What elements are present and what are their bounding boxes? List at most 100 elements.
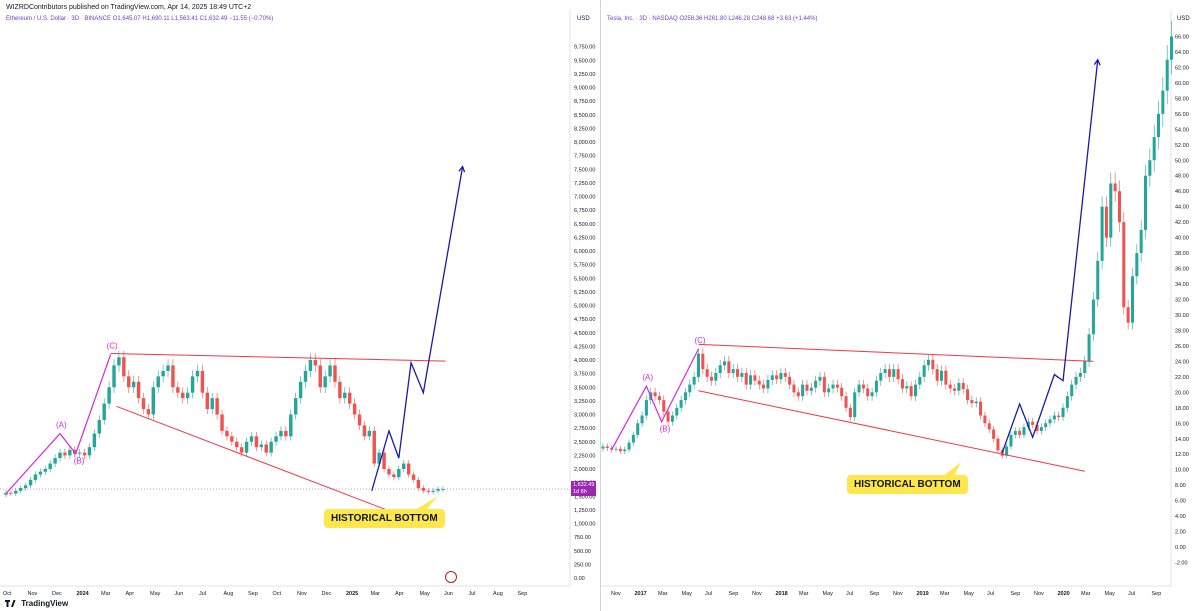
tsla-chart-canvas[interactable]: -2.00 0.00 2.00 4.00 6.00 8.00 10.00 12.00 14.00… bbox=[601, 0, 1200, 611]
candle-body bbox=[382, 452, 386, 469]
tsla-chart-panel[interactable]: Tesla, Inc. · 3D · NASDAQ O258.36 H261.8… bbox=[600, 0, 1200, 611]
time-tick-label: Nov bbox=[297, 591, 307, 597]
candle-body bbox=[896, 369, 900, 380]
candle-body bbox=[1013, 431, 1017, 435]
candle-body bbox=[623, 449, 627, 452]
price-tick-label: 58.00 bbox=[1175, 96, 1189, 102]
candle-body bbox=[249, 436, 254, 442]
candle-body bbox=[92, 433, 97, 448]
candle-body bbox=[421, 488, 426, 491]
candle-body bbox=[744, 372, 748, 385]
tradingview-footer-text: TradingView bbox=[21, 599, 69, 608]
time-tick-label: Mar bbox=[799, 591, 809, 597]
candle-body bbox=[53, 458, 57, 464]
candle-body bbox=[870, 392, 874, 397]
candle-body bbox=[19, 488, 23, 491]
candle-body bbox=[866, 388, 870, 397]
candle-body bbox=[269, 441, 273, 453]
price-tick-label: 0.00 bbox=[574, 576, 585, 582]
candle-body bbox=[1143, 175, 1148, 230]
candle-body bbox=[705, 369, 709, 377]
wave-label: (B) bbox=[74, 457, 85, 466]
candle-body bbox=[308, 360, 313, 371]
time-tick-label: Aug bbox=[224, 591, 234, 597]
candle-body bbox=[1000, 450, 1004, 456]
candle-body bbox=[714, 372, 718, 381]
candle-body bbox=[200, 370, 205, 393]
price-tick-label: 50.00 bbox=[1175, 158, 1189, 164]
candle-body bbox=[63, 452, 67, 456]
time-tick-label: Sep bbox=[248, 591, 258, 597]
eth-chart-canvas[interactable]: 0.00 250.00 500.00 750.00 1,000.00 1,250.00 1,… bbox=[0, 0, 600, 611]
candle-body bbox=[220, 414, 224, 431]
candle-body bbox=[362, 425, 367, 437]
price-tick-label: 7,750.00 bbox=[574, 154, 595, 160]
candle-body bbox=[274, 436, 278, 442]
candle-body bbox=[1161, 90, 1165, 114]
price-tick-label: 54.00 bbox=[1175, 127, 1189, 133]
eth-chart-panel[interactable]: Ethereum / U.S. Dollar · 3D · BINANCE O1… bbox=[0, 0, 600, 611]
us-flag-event-icon[interactable] bbox=[445, 571, 457, 583]
candle-body bbox=[657, 396, 661, 401]
candle-body bbox=[653, 392, 657, 397]
price-tick-label: 44.00 bbox=[1175, 205, 1189, 211]
price-tick-label: 2,250.00 bbox=[574, 453, 595, 459]
candle-body bbox=[814, 380, 818, 388]
time-tick-label: Jul bbox=[1128, 591, 1135, 597]
time-tick-label: May bbox=[823, 591, 834, 597]
candle-body bbox=[166, 365, 170, 371]
time-tick-label: Jun bbox=[444, 591, 453, 597]
candle-body bbox=[48, 463, 52, 469]
price-tick-label: 2,500.00 bbox=[574, 440, 595, 446]
time-tick-label: Sep bbox=[870, 591, 880, 597]
candle-body bbox=[822, 376, 826, 393]
candle-body bbox=[922, 365, 926, 377]
candle-body bbox=[1152, 137, 1156, 161]
time-tick-label: May bbox=[682, 591, 693, 597]
candle-body bbox=[1100, 206, 1104, 261]
wave-label: (C) bbox=[107, 342, 118, 351]
lower-trendline bbox=[698, 390, 1085, 472]
candle-body bbox=[333, 365, 337, 382]
time-tick-label: Nov bbox=[1034, 591, 1044, 597]
callout-pointer bbox=[412, 496, 438, 512]
tsla-legend: Tesla, Inc. · 3D · NASDAQ O258.36 H261.8… bbox=[607, 16, 817, 22]
candle-body bbox=[835, 384, 839, 388]
candle-body bbox=[387, 469, 391, 475]
tsla-symbol-title[interactable]: Tesla, Inc. · 3D · NASDAQ bbox=[607, 16, 678, 22]
candle-body bbox=[313, 360, 318, 366]
price-tick-label: 12.00 bbox=[1175, 452, 1189, 458]
candle-body bbox=[1074, 376, 1078, 385]
price-tick-label: 9,500.00 bbox=[574, 58, 595, 64]
candle-body bbox=[913, 384, 917, 397]
price-tick-label: 6,000.00 bbox=[574, 249, 595, 255]
candle-body bbox=[441, 489, 445, 490]
time-tick-label: Jul bbox=[987, 591, 994, 597]
tradingview-footer[interactable]: TradingView bbox=[5, 599, 68, 608]
time-tick-label: Oct bbox=[273, 591, 282, 597]
price-tick-label: 8,500.00 bbox=[574, 113, 595, 119]
candle-body bbox=[107, 387, 111, 404]
eth-last-price: 1,632.49 bbox=[573, 482, 595, 488]
candle-body bbox=[840, 387, 844, 397]
candle-body bbox=[215, 398, 219, 415]
candle-body bbox=[970, 400, 974, 404]
price-tick-label: 4,500.00 bbox=[574, 331, 595, 337]
candle-body bbox=[1122, 222, 1126, 308]
candle-body bbox=[857, 384, 861, 393]
candle-body bbox=[640, 415, 644, 424]
price-tick-label: 64.00 bbox=[1175, 50, 1189, 56]
candle-body bbox=[727, 361, 731, 373]
publisher-info: WIZRDContributors published on TradingVi… bbox=[6, 4, 252, 11]
price-tick-label: 62.00 bbox=[1175, 65, 1189, 71]
candle-body bbox=[944, 370, 948, 385]
candle-body bbox=[940, 370, 944, 381]
candle-body bbox=[225, 430, 229, 437]
candle-body bbox=[918, 376, 922, 385]
candle-body bbox=[1070, 384, 1074, 397]
candle-body bbox=[289, 414, 293, 437]
candle-body bbox=[848, 407, 852, 418]
eth-symbol-title[interactable]: Ethereum / U.S. Dollar · 3D · BINANCE bbox=[6, 16, 112, 22]
price-tick-label: 24.00 bbox=[1175, 359, 1189, 365]
candle-body bbox=[1109, 183, 1113, 238]
